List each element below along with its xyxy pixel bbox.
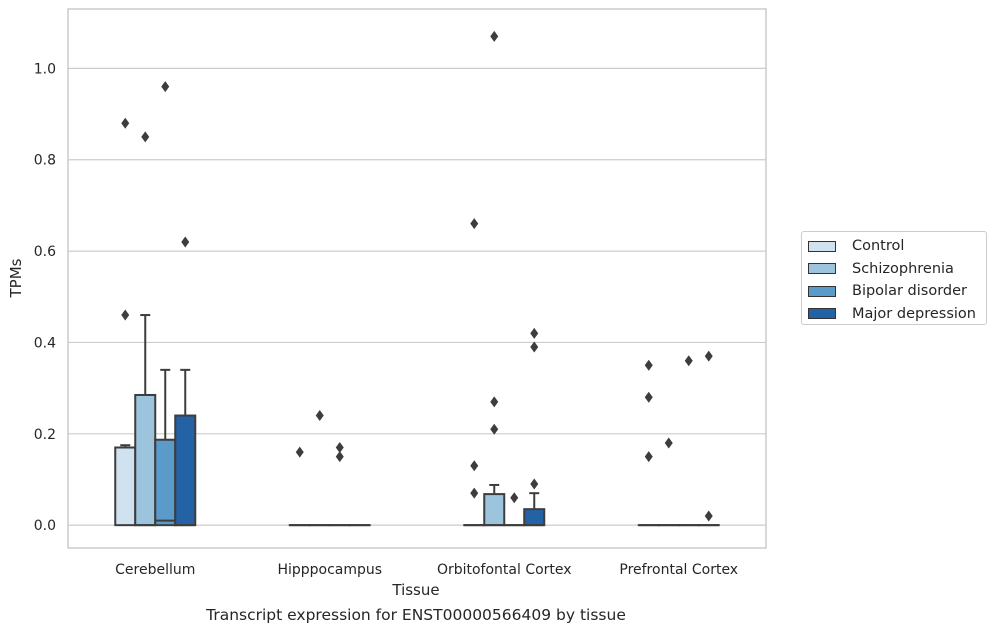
- box-control: [463, 218, 486, 527]
- y-tick-label: 0.0: [34, 518, 56, 534]
- box-schizophrenia: [483, 30, 506, 527]
- outlier-point: [470, 460, 479, 472]
- box: [174, 414, 197, 527]
- box-control: [288, 446, 311, 527]
- box: [114, 446, 137, 527]
- box-schizophrenia: [134, 131, 157, 527]
- legend-item: Major depression: [808, 303, 986, 326]
- outlier-point: [644, 451, 653, 463]
- box: [483, 493, 506, 527]
- y-tick-label: 1.0: [34, 61, 56, 77]
- outlier-point: [295, 446, 304, 458]
- box-major-depression: [174, 236, 197, 527]
- x-tick-label: Prefrontal Cortex: [619, 562, 738, 578]
- box: [154, 438, 177, 527]
- outlier-point: [490, 423, 499, 435]
- legend-swatch: [808, 240, 836, 252]
- outlier-point: [335, 451, 344, 463]
- legend-label: Control: [852, 238, 905, 255]
- outlier-point: [121, 117, 130, 129]
- y-axis-label: TPMs: [7, 258, 25, 298]
- box-bipolar-disorder: [154, 81, 177, 527]
- outlier-point: [510, 492, 519, 504]
- outlier-point: [161, 81, 170, 93]
- x-tick-label: Hipppocampus: [277, 562, 382, 578]
- box-bipolar-disorder: [677, 355, 700, 527]
- legend-label: Major depression: [852, 305, 976, 322]
- x-tick-label: Cerebellum: [115, 562, 195, 578]
- outlier-point: [181, 236, 190, 248]
- box-schizophrenia: [308, 410, 331, 527]
- outlier-point: [530, 478, 539, 490]
- outlier-point: [664, 437, 673, 449]
- legend-item: Bipolar disorder: [808, 280, 986, 303]
- x-axis-label: Tissue: [391, 581, 439, 599]
- plot-border: [67, 8, 767, 549]
- legend-swatch: [808, 285, 836, 297]
- legend-item: Schizophrenia: [808, 258, 986, 281]
- outlier-point: [704, 350, 713, 362]
- y-tick-labels: 0.0 0.2 0.4 0.6 0.8 1.0: [34, 61, 56, 534]
- outlier-point: [644, 359, 653, 371]
- legend-swatch: [808, 308, 836, 320]
- box-major-depression: [523, 327, 546, 527]
- legend-label: Bipolar disorder: [852, 283, 967, 300]
- y-tick-label: 0.8: [34, 153, 56, 169]
- plot-frame: [67, 8, 767, 549]
- x-tick-labels: Cerebellum Hipppocampus Orbitofontal Corte…: [115, 562, 738, 578]
- outlier-point: [141, 131, 150, 143]
- outlier-point: [470, 487, 479, 499]
- outlier-point: [490, 396, 499, 408]
- outlier-point: [704, 510, 713, 522]
- outlier-point: [315, 410, 324, 422]
- box-bipolar-disorder: [503, 492, 526, 527]
- outlier-point: [530, 327, 539, 339]
- box-major-depression: [697, 350, 720, 527]
- chart-caption: Transcript expression for ENST0000056640…: [206, 606, 626, 624]
- box-plot-series: [114, 30, 720, 527]
- legend: Control Schizophrenia Bipolar disorder Majo…: [801, 231, 987, 325]
- outlier-point: [644, 391, 653, 403]
- x-tick-label: Orbitofontal Cortex: [437, 562, 572, 578]
- legend-item: Control: [808, 235, 986, 258]
- box: [134, 393, 157, 527]
- box: [523, 508, 546, 527]
- outlier-point: [470, 218, 479, 230]
- box-control: [637, 359, 660, 527]
- outlier-point: [530, 341, 539, 353]
- y-tick-label: 0.2: [34, 427, 56, 443]
- box-control: [114, 117, 137, 527]
- outlier-point: [121, 309, 130, 321]
- legend-label: Schizophrenia: [852, 260, 954, 277]
- legend-swatch: [808, 263, 836, 275]
- outlier-point: [490, 30, 499, 42]
- outlier-point: [335, 442, 344, 454]
- box-schizophrenia: [657, 437, 680, 527]
- outlier-point: [684, 355, 693, 367]
- y-tick-label: 0.6: [34, 244, 56, 260]
- box-bipolar-disorder: [328, 442, 351, 527]
- y-tick-label: 0.4: [34, 335, 56, 351]
